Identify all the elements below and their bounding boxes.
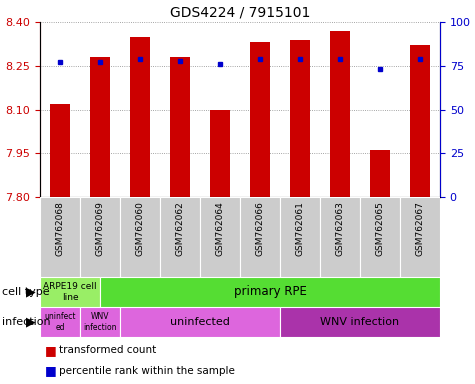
Bar	[320, 197, 360, 277]
Bar	[80, 197, 120, 277]
Text: uninfect
ed: uninfect ed	[44, 312, 76, 332]
Text: uninfected: uninfected	[170, 317, 230, 327]
Bar	[90, 57, 110, 197]
Text: primary RPE: primary RPE	[234, 285, 306, 298]
Bar	[50, 104, 70, 197]
Text: infection: infection	[2, 317, 51, 327]
Bar	[40, 197, 80, 277]
Bar	[40, 277, 100, 307]
Bar	[360, 197, 400, 277]
Text: cell type: cell type	[2, 287, 50, 297]
Bar	[120, 307, 280, 337]
Bar	[400, 197, 440, 277]
Text: GSM762062: GSM762062	[175, 201, 184, 256]
Text: ▶: ▶	[26, 285, 35, 298]
Bar	[370, 150, 390, 197]
Text: percentile rank within the sample: percentile rank within the sample	[59, 366, 235, 376]
Bar	[130, 36, 150, 197]
Text: GSM762064: GSM762064	[216, 201, 225, 256]
Bar	[240, 197, 280, 277]
Text: GSM762060: GSM762060	[135, 201, 144, 256]
Bar	[280, 307, 440, 337]
Bar	[280, 197, 320, 277]
Text: GSM762067: GSM762067	[416, 201, 425, 256]
Bar	[100, 277, 440, 307]
Text: ▶: ▶	[26, 316, 35, 328]
Bar	[210, 109, 230, 197]
Text: ARPE19 cell
line: ARPE19 cell line	[43, 282, 97, 302]
Text: GSM762063: GSM762063	[335, 201, 344, 256]
Text: GSM762068: GSM762068	[56, 201, 65, 256]
Text: GSM762061: GSM762061	[295, 201, 304, 256]
Bar	[410, 45, 430, 197]
Text: ■: ■	[45, 364, 57, 377]
Bar	[170, 57, 190, 197]
Text: transformed count: transformed count	[59, 345, 156, 355]
Title: GDS4224 / 7915101: GDS4224 / 7915101	[170, 5, 310, 20]
Bar	[80, 307, 120, 337]
Bar	[40, 307, 80, 337]
Text: GSM762065: GSM762065	[376, 201, 384, 256]
Text: ■: ■	[45, 344, 57, 357]
Text: WNV
infection: WNV infection	[83, 312, 117, 332]
Bar	[290, 40, 310, 197]
Bar	[160, 197, 200, 277]
Text: GSM762066: GSM762066	[256, 201, 265, 256]
Text: WNV infection: WNV infection	[321, 317, 399, 327]
Bar	[330, 31, 350, 197]
Bar	[120, 197, 160, 277]
Text: GSM762069: GSM762069	[95, 201, 104, 256]
Bar	[200, 197, 240, 277]
Bar	[250, 42, 270, 197]
